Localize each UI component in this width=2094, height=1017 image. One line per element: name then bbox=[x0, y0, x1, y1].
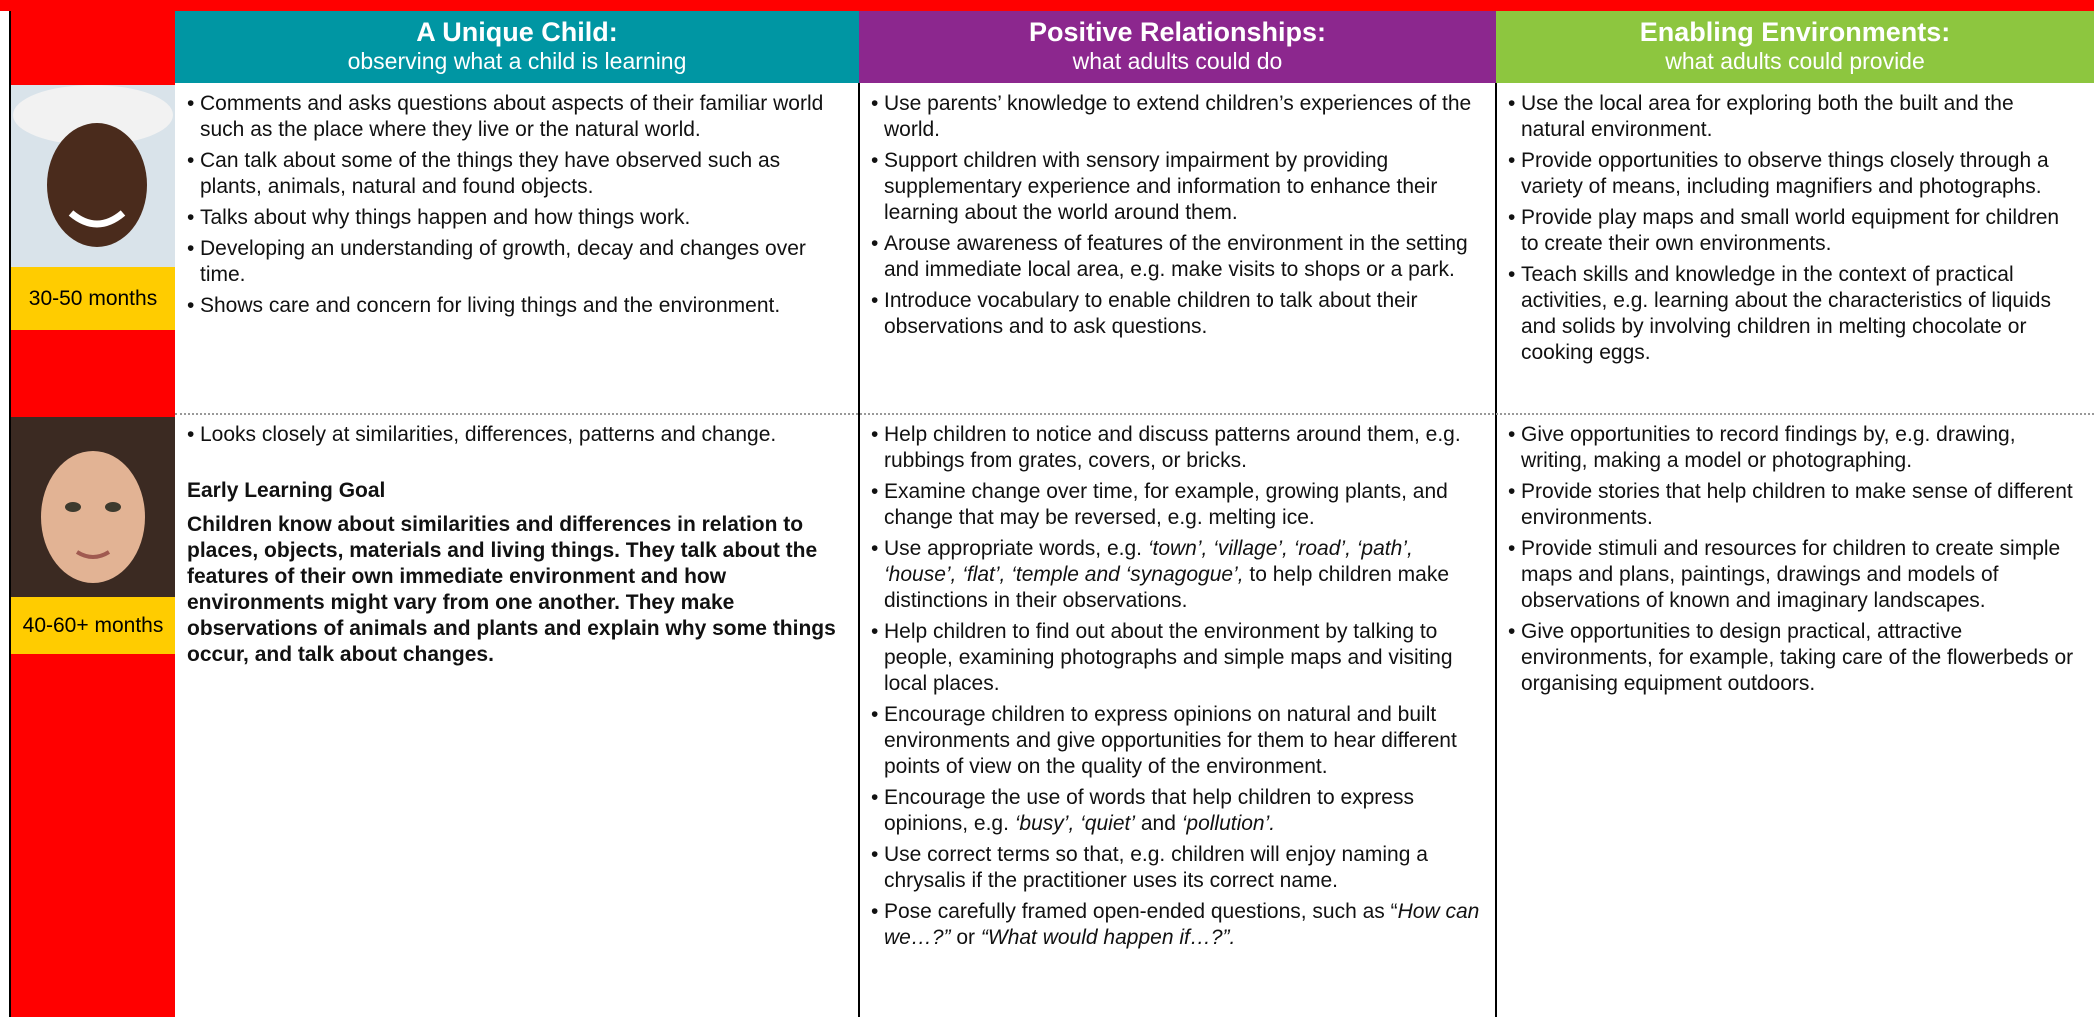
bullet-item: Provide play maps and small world equipm… bbox=[1508, 205, 2082, 257]
column-header: A Unique Child: observing what a child is… bbox=[175, 11, 859, 83]
header-title: Enabling Environments: bbox=[1639, 17, 1951, 47]
text-segment: Pose carefully framed open-ended questio… bbox=[884, 900, 1398, 923]
bullet-item: Talks about why things happen and how th… bbox=[187, 205, 847, 231]
column-divider bbox=[858, 83, 860, 1017]
header-subtitle: observing what a child is learning bbox=[347, 48, 687, 74]
bullet-item: Pose carefully framed open-ended questio… bbox=[871, 899, 1484, 951]
bullet-item: Provide stimuli and resources for childr… bbox=[1508, 536, 2082, 614]
bullet-item: Use the local area for exploring both th… bbox=[1508, 91, 2082, 143]
bullet-item: Use correct terms so that, e.g. children… bbox=[871, 842, 1484, 894]
child-photo bbox=[11, 417, 175, 597]
bullet-item: Can talk about some of the things they h… bbox=[187, 148, 847, 200]
goal-text: Children know about similarities and dif… bbox=[187, 513, 836, 666]
bullet-item: Give opportunities to record findings by… bbox=[1508, 422, 2082, 474]
bullet-item: Comments and asks questions about aspect… bbox=[187, 91, 847, 143]
bullet-item: Use parents’ knowledge to extend childre… bbox=[871, 91, 1484, 143]
cell: Give opportunities to record findings by… bbox=[1496, 414, 2094, 1017]
column-header: Positive Relationships: what adults could… bbox=[859, 11, 1496, 83]
bullet-item: Looks closely at similarities, differenc… bbox=[187, 422, 847, 448]
age-label: 30-50 months bbox=[11, 267, 175, 330]
header-subtitle: what adults could do bbox=[1072, 48, 1283, 74]
row-divider bbox=[175, 413, 2094, 415]
bullet-item: Help children to notice and discuss patt… bbox=[871, 422, 1484, 474]
header-title: A Unique Child: bbox=[416, 17, 618, 47]
bullet-item: Provide opportunities to observe things … bbox=[1508, 148, 2082, 200]
text-segment: Use appropriate words, e.g. bbox=[884, 537, 1148, 560]
header-title: Positive Relationships: bbox=[1028, 17, 1327, 47]
italic-segment: ‘town’, ‘village’, ‘road’, ‘path’, ‘hous… bbox=[884, 537, 1413, 586]
text-segment: to help children make distinctions in th… bbox=[884, 563, 1450, 612]
cell: Use parents’ knowledge to extend childre… bbox=[859, 83, 1496, 414]
bullet-item: Support children with sensory impairment… bbox=[871, 148, 1484, 226]
cell: Looks closely at similarities, differenc… bbox=[175, 414, 859, 1017]
column-header: Enabling Environments: what adults could … bbox=[1496, 11, 2094, 83]
cell: Use the local area for exploring both th… bbox=[1496, 83, 2094, 414]
bullet-item: Encourage children to express opinions o… bbox=[871, 702, 1484, 780]
bullet-item: Give opportunities to design practical, … bbox=[1508, 619, 2082, 697]
bullet-item: Help children to find out about the envi… bbox=[871, 619, 1484, 697]
bullet-item: Developing an understanding of growth, d… bbox=[187, 236, 847, 288]
bullet-item: Examine change over time, for example, g… bbox=[871, 479, 1484, 531]
column-divider bbox=[1495, 83, 1497, 1017]
text-segment: Encourage the use of words that help chi… bbox=[884, 786, 1414, 835]
italic-segment: “What would happen if…?”. bbox=[980, 926, 1236, 949]
bullet-item: Provide stories that help children to ma… bbox=[1508, 479, 2082, 531]
italic-segment: ‘pollution’. bbox=[1181, 812, 1276, 835]
header-subtitle: what adults could provide bbox=[1665, 48, 1925, 74]
cell: Help children to notice and discuss patt… bbox=[859, 414, 1496, 1017]
left-margin bbox=[0, 11, 11, 1017]
bullet-item: Shows care and concern for living things… bbox=[187, 293, 847, 319]
italic-segment: ‘busy’, ‘quiet’ bbox=[1014, 812, 1135, 835]
cell: Comments and asks questions about aspect… bbox=[175, 83, 859, 414]
goal-heading: Early Learning Goal bbox=[187, 479, 386, 502]
bullet-item: Use appropriate words, e.g. ‘town’, ‘vil… bbox=[871, 536, 1484, 614]
bullet-item: Arouse awareness of features of the envi… bbox=[871, 231, 1484, 283]
italic-segment: How can we…?” bbox=[884, 900, 1480, 949]
bullet-item: Teach skills and knowledge in the contex… bbox=[1508, 262, 2082, 366]
bullet-item: Introduce vocabulary to enable children … bbox=[871, 288, 1484, 340]
bullet-item: Encourage the use of words that help chi… bbox=[871, 785, 1484, 837]
child-photo bbox=[11, 85, 175, 267]
age-label: 40-60+ months bbox=[11, 597, 175, 654]
text-segment: or bbox=[950, 926, 981, 949]
text-segment: and bbox=[1135, 812, 1182, 835]
title-band bbox=[0, 0, 2094, 11]
